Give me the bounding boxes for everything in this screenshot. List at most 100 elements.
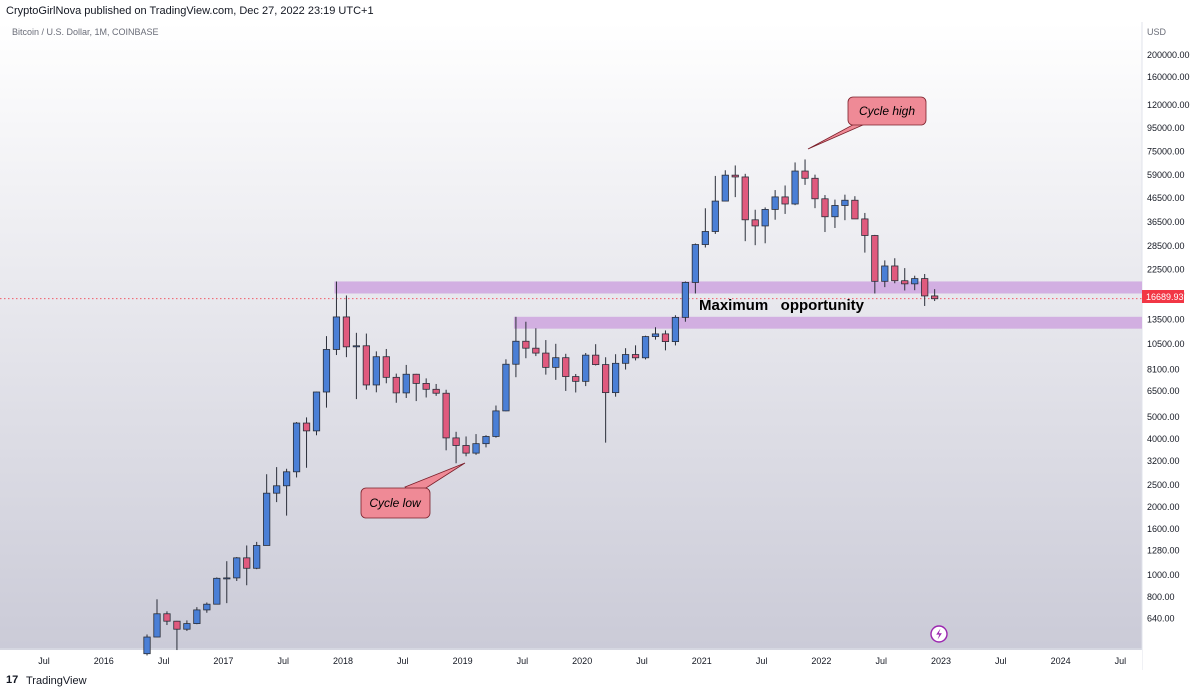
lightning-icon[interactable] bbox=[936, 628, 942, 640]
x-tick-label: 2018 bbox=[333, 656, 353, 666]
candle-2016-10 bbox=[193, 607, 201, 625]
candle-2019-09 bbox=[542, 340, 550, 375]
candle-2018-03 bbox=[362, 333, 370, 390]
candle-2022-11 bbox=[921, 273, 929, 306]
x-tick-label: 2023 bbox=[931, 656, 951, 666]
candle-2021-07 bbox=[761, 207, 769, 244]
y-tick-label: 640.00 bbox=[1147, 614, 1175, 624]
candle-body bbox=[532, 347, 540, 354]
candle-2020-07 bbox=[641, 335, 650, 360]
candle-2021-01 bbox=[701, 208, 709, 248]
candle-body bbox=[193, 609, 201, 624]
zone-1 bbox=[513, 316, 1142, 329]
x-tick-label: 2019 bbox=[453, 656, 473, 666]
candle-2021-08 bbox=[771, 190, 779, 220]
candle-body bbox=[492, 410, 500, 437]
candle-body bbox=[372, 356, 380, 386]
candle-body bbox=[881, 265, 889, 282]
candle-body bbox=[781, 196, 789, 205]
time-axis-background bbox=[0, 650, 1142, 670]
candle-2021-03 bbox=[721, 170, 729, 202]
last-price-tag: 16689.93 bbox=[1142, 290, 1184, 303]
candle-body bbox=[173, 620, 181, 630]
candle-2021-10 bbox=[791, 162, 799, 206]
candle-2022-01 bbox=[821, 195, 829, 233]
candle-2016-11 bbox=[203, 602, 211, 613]
candle-body bbox=[572, 376, 580, 382]
candle-2017-07 bbox=[282, 468, 291, 516]
chart-area[interactable]: Bitcoin / U.S. Dollar, 1M, COINBASE USD … bbox=[0, 22, 1200, 670]
publish-info: CryptoGirlNova published on TradingView.… bbox=[6, 5, 374, 17]
candle-2022-08 bbox=[891, 258, 899, 284]
tradingview-brand[interactable]: TradingView bbox=[26, 675, 87, 687]
candle-2019-03 bbox=[482, 435, 490, 448]
y-tick-label: 1600.00 bbox=[1147, 524, 1180, 534]
x-tick-label: 2016 bbox=[94, 656, 114, 666]
candle-2016-07 bbox=[163, 611, 171, 626]
candle-2020-03 bbox=[602, 357, 610, 443]
y-tick-label: 13500.00 bbox=[1147, 315, 1185, 325]
candle-2022-12 bbox=[931, 289, 939, 302]
zones-layer bbox=[334, 281, 1142, 329]
candle-body bbox=[263, 492, 271, 546]
candle-body bbox=[711, 200, 719, 232]
candle-body bbox=[462, 445, 470, 454]
y-tick-label: 22500.00 bbox=[1147, 264, 1185, 274]
candle-2018-01 bbox=[342, 295, 351, 358]
candle-body bbox=[651, 333, 660, 337]
candle-body bbox=[432, 388, 440, 394]
price-axis-background bbox=[1142, 22, 1200, 670]
candle-body bbox=[691, 244, 699, 283]
candle-2017-08 bbox=[292, 422, 301, 478]
y-tick-label: 160000.00 bbox=[1147, 72, 1190, 82]
candle-2022-10 bbox=[911, 275, 919, 291]
candle-2021-06 bbox=[751, 209, 759, 246]
candle-body bbox=[901, 280, 909, 285]
x-tick-label: Jul bbox=[397, 656, 409, 666]
tradingview-logo-icon[interactable]: 17 bbox=[6, 674, 19, 686]
candle-body bbox=[562, 357, 570, 377]
candle-body bbox=[442, 392, 450, 439]
candle-2017-10 bbox=[312, 391, 321, 436]
candle-2018-02 bbox=[352, 332, 360, 400]
candle-2016-06 bbox=[153, 599, 161, 638]
candle-2018-12 bbox=[452, 431, 460, 464]
candle-2018-09 bbox=[422, 378, 430, 398]
candle-body bbox=[243, 557, 251, 569]
y-tick-label: 28500.00 bbox=[1147, 241, 1185, 251]
y-tick-label: 1000.00 bbox=[1147, 570, 1180, 580]
candle-body bbox=[412, 373, 420, 384]
candle-2020-12 bbox=[691, 243, 699, 294]
candle-2020-01 bbox=[582, 352, 590, 387]
candle-body bbox=[631, 354, 640, 359]
currency-label: USD bbox=[1147, 27, 1167, 37]
candle-body bbox=[771, 196, 779, 210]
candle-body bbox=[721, 174, 729, 202]
candle-body bbox=[362, 345, 370, 386]
x-tick-label: Jul bbox=[875, 656, 887, 666]
x-tick-label: Jul bbox=[1115, 656, 1127, 666]
cycle-high-callout: Cycle high bbox=[807, 96, 927, 150]
time-axis: Jul 2016 Jul 2017 Jul 2018 Jul 2019 Jul 2020 Jul 20… bbox=[38, 656, 1126, 666]
footer-bar: 17 TradingView bbox=[0, 670, 1200, 692]
candlestick-chart[interactable]: Bitcoin / U.S. Dollar, 1M, COINBASE USD … bbox=[0, 22, 1200, 670]
candle-2018-07 bbox=[402, 364, 410, 398]
candle-body bbox=[382, 356, 390, 378]
candle-2021-05 bbox=[741, 173, 749, 242]
candle-body bbox=[831, 205, 839, 218]
chart-background bbox=[0, 22, 1142, 670]
x-tick-label: 2024 bbox=[1051, 656, 1071, 666]
candle-body bbox=[552, 357, 560, 368]
candle-body bbox=[751, 219, 759, 227]
candle-2019-12 bbox=[572, 373, 580, 393]
y-tick-label: 200000.00 bbox=[1147, 50, 1190, 60]
cycle-low-callout: Cycle low bbox=[360, 462, 466, 519]
candle-2017-01 bbox=[223, 561, 231, 604]
lightning-button[interactable] bbox=[930, 625, 948, 643]
candle-2019-08 bbox=[532, 328, 540, 357]
candle-2017-09 bbox=[302, 417, 311, 468]
candle-2021-04 bbox=[731, 165, 739, 198]
candle-body bbox=[641, 336, 650, 359]
y-tick-label: 1280.00 bbox=[1147, 546, 1180, 556]
candle-body bbox=[213, 577, 221, 605]
